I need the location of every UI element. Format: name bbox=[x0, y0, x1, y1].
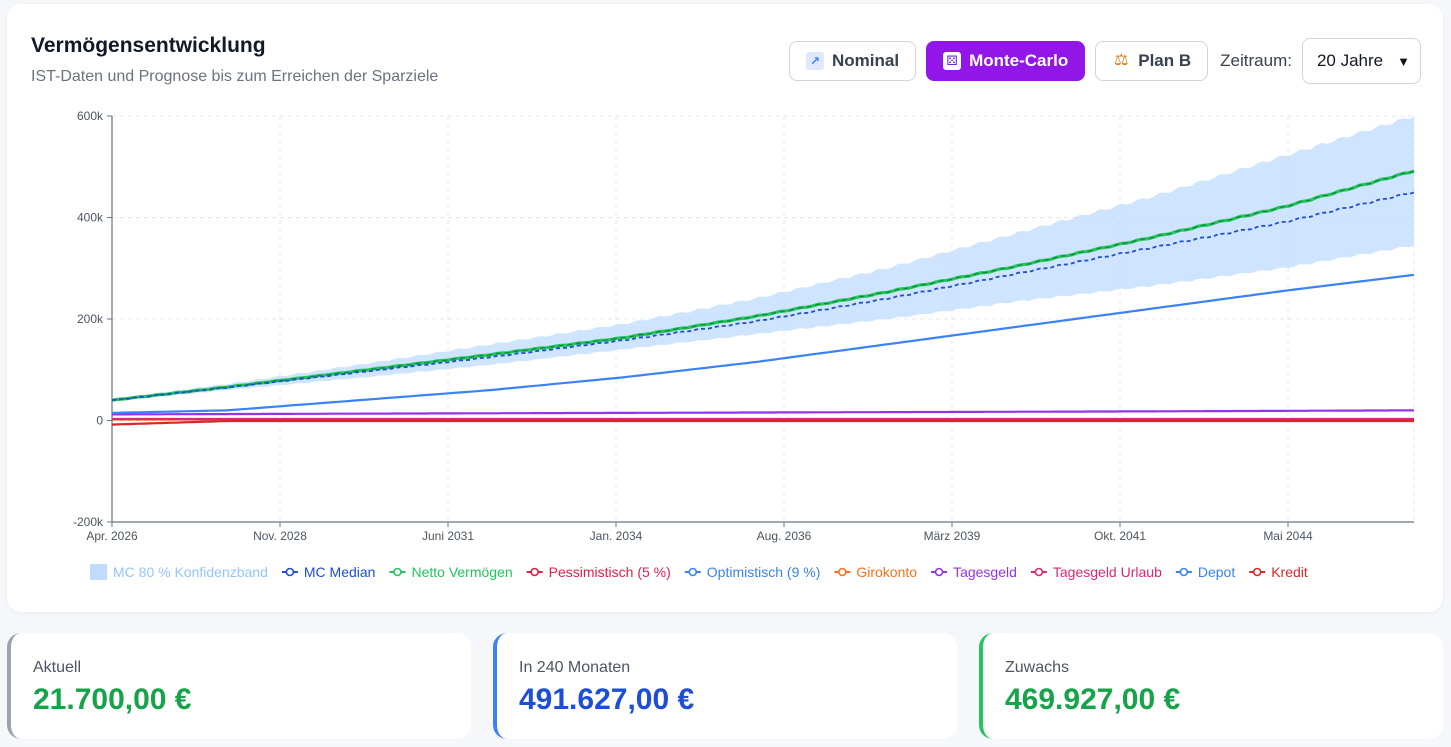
legend-marker-netto-verm-gen bbox=[393, 567, 402, 577]
legend-marker-tagesgeld bbox=[934, 567, 944, 577]
series-mc-80-konfidenzband bbox=[112, 116, 1414, 402]
legend-swatch-mc-80-konfidenzband bbox=[90, 564, 107, 580]
x-tick-label: Apr. 2026 bbox=[86, 529, 138, 543]
chart-toolbar: ↗ Nominal ⚄ Monte-Carlo ⚖ Plan B Zeitrau… bbox=[789, 38, 1421, 84]
x-tick-label: Aug. 2036 bbox=[757, 529, 812, 543]
monte-carlo-button[interactable]: ⚄ Monte-Carlo bbox=[926, 41, 1086, 81]
stat-label: In 240 Monaten bbox=[519, 659, 631, 676]
legend-label-mc-median: MC Median bbox=[304, 564, 376, 580]
x-tick-label: Nov. 2028 bbox=[253, 529, 307, 543]
legend-label-kredit: Kredit bbox=[1271, 564, 1308, 580]
legend-marker-depot bbox=[1179, 567, 1189, 577]
legend-label-mc-80-konfidenzband: MC 80 % Konfidenzband bbox=[113, 564, 268, 580]
y-tick-label: -200k bbox=[73, 515, 104, 529]
scale-icon: ⚖ bbox=[1114, 52, 1129, 69]
x-tick-label: Mai 2044 bbox=[1263, 529, 1313, 543]
chart-title: Vermögensentwicklung bbox=[31, 34, 266, 57]
legend-marker-girokonto bbox=[838, 567, 847, 577]
series-tagesgeld bbox=[112, 409, 1414, 416]
legend-label-pessimistisch-5: Pessimistisch (5 %) bbox=[549, 564, 671, 580]
stat-card-projection: In 240 Monaten 491.627,00 € bbox=[493, 633, 957, 739]
monte-carlo-button-label: Monte-Carlo bbox=[969, 51, 1069, 70]
zeitraum-value: 20 Jahre bbox=[1316, 51, 1384, 70]
dice-icon: ⚄ bbox=[943, 52, 962, 70]
chart-subtitle: IST-Daten und Prognose bis zum Erreichen… bbox=[31, 68, 439, 85]
series-netto-verm-gen-dash bbox=[111, 170, 1415, 401]
y-tick-label: 200k bbox=[77, 312, 104, 326]
plan-b-button-label: Plan B bbox=[1138, 51, 1192, 70]
stat-value: 21.700,00 € bbox=[33, 683, 192, 716]
legend-marker-kredit bbox=[1252, 567, 1262, 577]
chevron-down-icon: ▼ bbox=[1397, 53, 1410, 69]
legend-label-depot: Depot bbox=[1198, 564, 1235, 580]
x-tick-label: Okt. 2041 bbox=[1094, 529, 1146, 543]
legend-marker-pessimistisch-5 bbox=[530, 567, 539, 577]
x-tick-label: März 2039 bbox=[924, 529, 981, 543]
series-depot bbox=[111, 273, 1415, 414]
stat-card-growth: Zuwachs 469.927,00 € bbox=[979, 633, 1443, 739]
nominal-button[interactable]: ↗ Nominal bbox=[789, 41, 917, 81]
y-tick-label: 600k bbox=[77, 109, 104, 123]
y-tick-label: 400k bbox=[77, 211, 104, 225]
legend-label-optimistisch-9: Optimistisch (9 %) bbox=[707, 564, 821, 580]
legend-label-tagesgeld-urlaub: Tagesgeld Urlaub bbox=[1053, 564, 1162, 580]
zeitraum-select[interactable]: 20 Jahre ▼ bbox=[1301, 38, 1421, 84]
y-tick-label: 0 bbox=[96, 414, 103, 428]
x-tick-label: Jan. 2034 bbox=[590, 529, 643, 543]
legend-marker-mc-median bbox=[285, 567, 295, 577]
stat-value: 469.927,00 € bbox=[1005, 683, 1181, 716]
stat-label: Aktuell bbox=[33, 659, 82, 676]
legend-label-girokonto: Girokonto bbox=[856, 564, 917, 580]
legend-label-netto-verm-gen: Netto Vermögen bbox=[411, 564, 512, 580]
stat-card-current: Aktuell 21.700,00 € bbox=[7, 633, 471, 739]
line-chart-icon: ↗ bbox=[806, 52, 825, 70]
x-tick-label: Juni 2031 bbox=[422, 529, 474, 543]
zeitraum-label: Zeitraum: bbox=[1220, 51, 1292, 70]
nominal-button-label: Nominal bbox=[832, 51, 900, 70]
legend-label-tagesgeld: Tagesgeld bbox=[953, 564, 1017, 580]
stat-label: Zuwachs bbox=[1005, 659, 1070, 676]
series-mc-median bbox=[111, 191, 1415, 402]
legend-marker-optimistisch-9 bbox=[688, 567, 698, 577]
chart-card: Vermögensentwicklung IST-Daten und Progn… bbox=[7, 4, 1443, 612]
plan-b-button[interactable]: ⚖ Plan B bbox=[1095, 41, 1209, 81]
legend-marker-tagesgeld-urlaub bbox=[1034, 567, 1044, 577]
series-kredit bbox=[111, 419, 1414, 426]
stat-value: 491.627,00 € bbox=[519, 683, 695, 716]
